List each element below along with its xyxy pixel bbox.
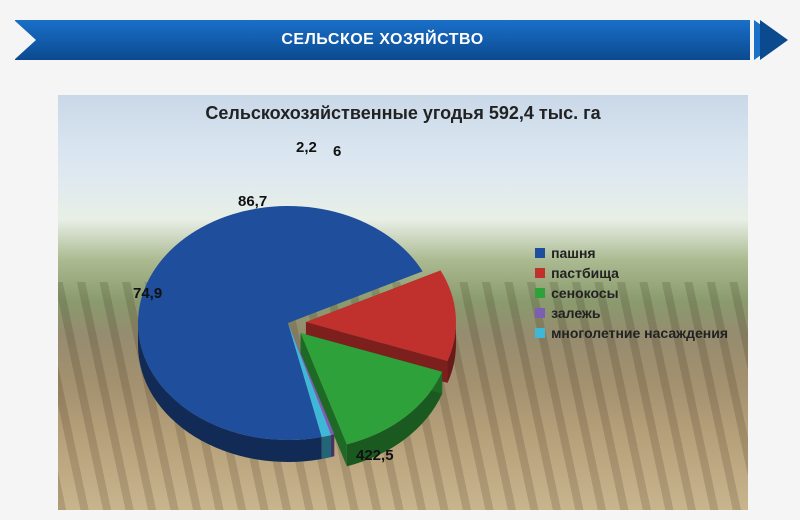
legend: пашня пастбища сенокосы залежь многолетние н… bbox=[535, 245, 728, 345]
legend-swatch bbox=[535, 248, 545, 258]
legend-item: многолетние насаждения bbox=[535, 325, 728, 341]
legend-item: пастбища bbox=[535, 265, 728, 281]
legend-label: пастбища bbox=[551, 265, 619, 281]
legend-swatch bbox=[535, 288, 545, 298]
legend-label: залежь bbox=[551, 305, 600, 321]
page-title: СЕЛЬСКОЕ ХОЗЯЙСТВО bbox=[281, 31, 483, 49]
chart-title: Сельскохозяйственные угодья 592,4 тыс. г… bbox=[58, 103, 748, 124]
legend-swatch bbox=[535, 308, 545, 318]
legend-label: пашня bbox=[551, 245, 596, 261]
chart-panel: Сельскохозяйственные угодья 592,4 тыс. г… bbox=[58, 95, 748, 510]
data-label: 422,5 bbox=[356, 447, 394, 464]
title-ribbon: СЕЛЬСКОЕ ХОЗЯЙСТВО bbox=[15, 20, 750, 60]
header: СЕЛЬСКОЕ ХОЗЯЙСТВО bbox=[0, 20, 800, 70]
data-label: 2,2 bbox=[296, 139, 317, 156]
legend-label: сенокосы bbox=[551, 285, 619, 301]
legend-swatch bbox=[535, 328, 545, 338]
legend-label: многолетние насаждения bbox=[551, 325, 728, 341]
pie-chart bbox=[118, 155, 458, 495]
ribbon-arrow-icon bbox=[760, 20, 788, 60]
legend-item: сенокосы bbox=[535, 285, 728, 301]
data-label: 6 bbox=[333, 143, 341, 160]
data-label: 74,9 bbox=[133, 285, 162, 302]
legend-swatch bbox=[535, 268, 545, 278]
data-label: 86,7 bbox=[238, 193, 267, 210]
legend-item: пашня bbox=[535, 245, 728, 261]
legend-item: залежь bbox=[535, 305, 728, 321]
